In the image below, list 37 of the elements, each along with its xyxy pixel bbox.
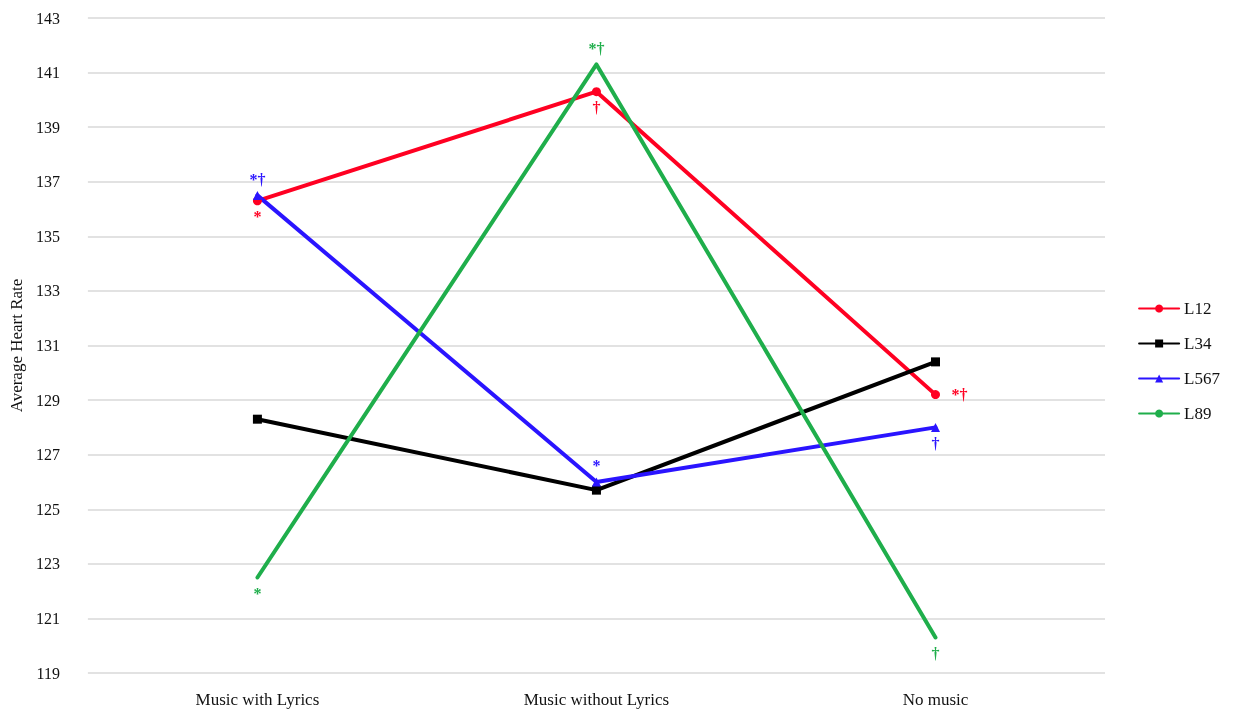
y-tick-label: 139	[35, 118, 60, 136]
y-tick-label: 141	[35, 64, 60, 82]
y-tick-label: 123	[35, 555, 60, 573]
point	[252, 414, 262, 424]
y-tick-label: 127	[35, 446, 60, 464]
annotation: †	[592, 99, 601, 117]
y-tick-label: 121	[35, 609, 60, 627]
y-tick-label: 129	[35, 391, 60, 409]
point	[930, 422, 940, 432]
legend-label: L12	[1184, 299, 1212, 318]
annotation: †	[931, 434, 940, 452]
annotation: †	[931, 645, 940, 663]
y-axis-title: Average Heart Rate	[7, 278, 26, 413]
x-tick-label: No music	[902, 690, 969, 709]
point	[591, 87, 601, 97]
annotation: *†	[249, 170, 266, 188]
point	[930, 357, 940, 367]
y-tick-label: 133	[35, 282, 60, 300]
annotation: *	[253, 208, 262, 226]
annotation: *†	[951, 386, 968, 404]
legend-label: L34	[1184, 334, 1212, 353]
legend-label: L567	[1184, 369, 1221, 388]
x-tick-label: Music with Lyrics	[195, 690, 320, 709]
legend-label: L89	[1184, 404, 1212, 423]
annotation: *	[592, 457, 601, 475]
point	[591, 485, 601, 495]
y-tick-label: 125	[35, 500, 60, 518]
x-tick-label: Music without Lyrics	[523, 690, 670, 709]
point	[930, 390, 940, 400]
y-tick-label: 119	[36, 664, 60, 682]
y-tick-label: 135	[35, 227, 60, 245]
y-tick-label: 143	[35, 9, 60, 27]
y-tick-label: 131	[35, 337, 60, 354]
y-tick-label: 137	[35, 173, 60, 191]
point	[252, 190, 262, 200]
annotation: *†	[588, 39, 605, 57]
annotation: *	[253, 584, 262, 602]
